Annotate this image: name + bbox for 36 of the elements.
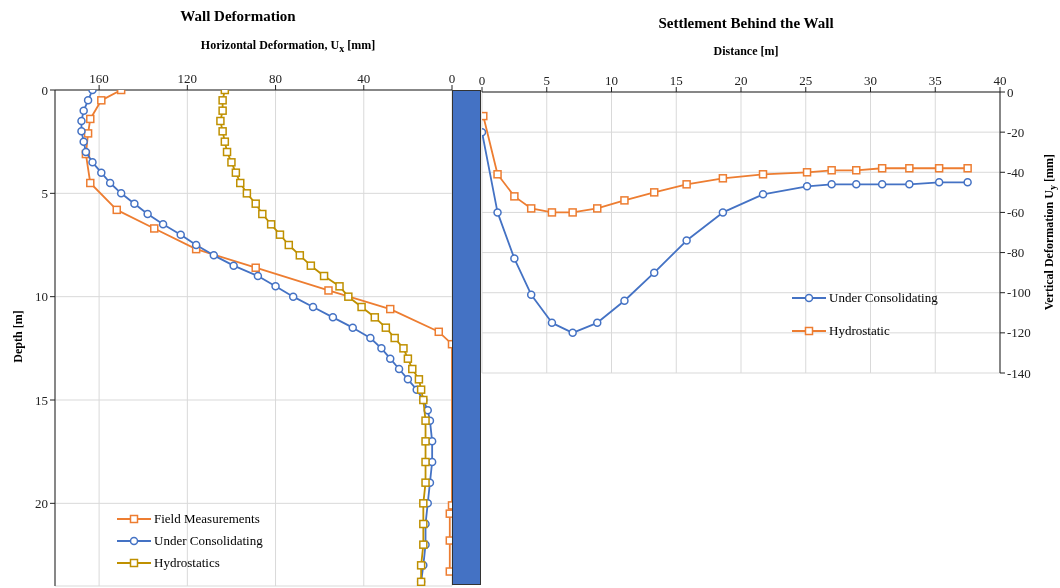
- y-tick-label: 10: [35, 289, 48, 305]
- x-tick-label: 20: [734, 73, 748, 88]
- x-tick-label: 160: [89, 71, 109, 86]
- y-tick-label: -40: [1007, 164, 1025, 180]
- x-tick-label: 80: [269, 71, 283, 86]
- x-axis-title: Horizontal Deformation, U$_{x}$ [mm]: [199, 38, 377, 55]
- x-tick-label: 40: [993, 73, 1007, 88]
- legend-label: Hydrostatic: [829, 322, 890, 339]
- legend-label: Under Consolidating: [154, 533, 263, 549]
- legend-label: Under Consolidating: [829, 289, 938, 306]
- y-tick-label: -140: [1007, 365, 1031, 381]
- y-tick-label: -120: [1007, 325, 1031, 341]
- y-tick-label: 0: [1007, 84, 1014, 100]
- x-tick-label: 40: [357, 71, 371, 86]
- y-tick-label: 5: [41, 185, 48, 201]
- x-tick-label: 120: [177, 71, 198, 86]
- x-axis-title: Distance [m]: [712, 44, 780, 59]
- legend-label: Hydrostatics: [154, 555, 220, 571]
- x-tick-label: 30: [864, 73, 877, 88]
- chart-title: Settlement Behind the Wall: [657, 15, 835, 32]
- x-tick-label: 15: [669, 73, 683, 88]
- y-tick-label: -80: [1007, 245, 1025, 261]
- x-tick-label: 0: [478, 73, 486, 88]
- y-axis-title: Depth [m]: [10, 309, 26, 365]
- x-tick-label: 35: [928, 73, 942, 88]
- y-tick-label: -60: [1007, 205, 1025, 221]
- x-tick-label: 10: [605, 73, 618, 88]
- y-tick-label: 20: [35, 495, 48, 511]
- x-tick-label: 25: [799, 73, 813, 88]
- y-tick-label: -20: [1007, 124, 1025, 140]
- x-tick-label: 5: [543, 73, 550, 88]
- legend-label: Field Measurements: [154, 511, 260, 527]
- chart-title: Wall Deformation: [179, 8, 297, 25]
- y-tick-label: 15: [35, 392, 48, 408]
- x-tick-label: 0: [448, 71, 456, 86]
- y-tick-label: -100: [1007, 285, 1031, 301]
